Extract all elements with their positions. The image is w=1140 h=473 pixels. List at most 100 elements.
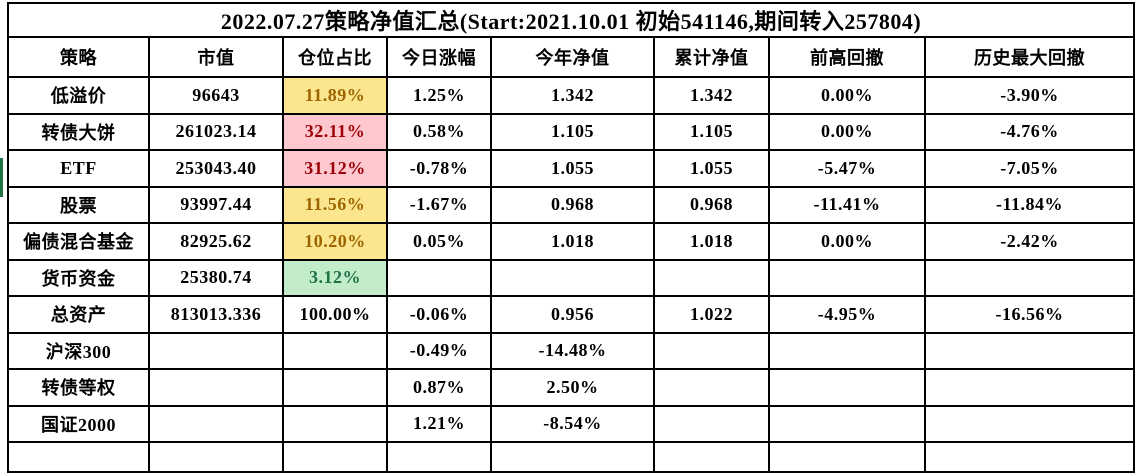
cell-drawdown-from-high[interactable]: -5.47% bbox=[768, 149, 926, 188]
header-market-value[interactable]: 市值 bbox=[148, 36, 284, 78]
cell-ytd-nav[interactable]: 0.956 bbox=[490, 295, 655, 334]
cell-drawdown-from-high[interactable]: 0.00% bbox=[768, 76, 926, 115]
cell-ytd-nav[interactable]: 1.018 bbox=[490, 222, 655, 261]
cell-ytd-nav[interactable]: 1.342 bbox=[490, 76, 655, 115]
cell-market-value[interactable] bbox=[148, 441, 284, 473]
cell-max-drawdown[interactable]: -2.42% bbox=[923, 222, 1136, 261]
cell-position-pct[interactable]: 32.11% bbox=[282, 112, 388, 151]
header-strategy[interactable]: 策略 bbox=[7, 36, 150, 78]
cell-market-value[interactable]: 253043.40 bbox=[148, 149, 284, 188]
cell-ytd-nav[interactable]: 2.50% bbox=[490, 368, 655, 407]
header-ytd-nav[interactable]: 今年净值 bbox=[490, 36, 655, 78]
header-drawdown-from-high[interactable]: 前高回撤 bbox=[768, 36, 926, 78]
cell-max-drawdown[interactable]: -11.84% bbox=[923, 185, 1136, 224]
cell-position-pct[interactable]: 11.89% bbox=[282, 76, 388, 115]
cell-max-drawdown[interactable]: -7.05% bbox=[923, 149, 1136, 188]
cell-drawdown-from-high[interactable]: 0.00% bbox=[768, 112, 926, 151]
cell-drawdown-from-high[interactable] bbox=[768, 258, 926, 297]
cell-ytd-nav[interactable]: 1.105 bbox=[490, 112, 655, 151]
cell-market-value[interactable] bbox=[148, 404, 284, 443]
cell-today-change[interactable]: -0.78% bbox=[386, 149, 492, 188]
cell-strategy[interactable]: 偏债混合基金 bbox=[7, 222, 150, 261]
cell-max-drawdown[interactable]: -16.56% bbox=[923, 295, 1136, 334]
cell-market-value[interactable]: 813013.336 bbox=[148, 295, 284, 334]
cell-ytd-nav[interactable]: 0.968 bbox=[490, 185, 655, 224]
cell-today-change[interactable]: 1.25% bbox=[386, 76, 492, 115]
cell-position-pct[interactable]: 100.00% bbox=[282, 295, 388, 334]
cell-strategy[interactable]: 总资产 bbox=[7, 295, 150, 334]
cell-today-change[interactable]: 0.87% bbox=[386, 368, 492, 407]
cell-position-pct[interactable] bbox=[282, 368, 388, 407]
cell-position-pct[interactable]: 31.12% bbox=[282, 149, 388, 188]
cell-strategy[interactable]: 低溢价 bbox=[7, 76, 150, 115]
cell-drawdown-from-high[interactable]: -4.95% bbox=[768, 295, 926, 334]
cell-cum-nav[interactable]: 1.055 bbox=[653, 149, 770, 188]
cell-cum-nav[interactable]: 0.968 bbox=[653, 185, 770, 224]
table-row-cni2000: 国证2000 1.21% -8.54% bbox=[7, 404, 1136, 443]
cell-cum-nav[interactable] bbox=[653, 331, 770, 370]
cell-drawdown-from-high[interactable] bbox=[768, 404, 926, 443]
cell-ytd-nav[interactable] bbox=[490, 441, 655, 473]
cell-max-drawdown[interactable] bbox=[923, 368, 1136, 407]
cell-strategy[interactable]: 国证2000 bbox=[7, 404, 150, 443]
strategy-nav-table: 2022.07.27策略净值汇总(Start:2021.10.01 初始5411… bbox=[6, 2, 1136, 473]
cell-drawdown-from-high[interactable] bbox=[768, 368, 926, 407]
cell-max-drawdown[interactable] bbox=[923, 258, 1136, 297]
cell-strategy[interactable] bbox=[7, 441, 150, 473]
cell-ytd-nav[interactable] bbox=[490, 258, 655, 297]
cell-ytd-nav[interactable]: -8.54% bbox=[490, 404, 655, 443]
header-today-change[interactable]: 今日涨幅 bbox=[386, 36, 492, 78]
cell-position-pct[interactable] bbox=[282, 441, 388, 473]
cell-market-value[interactable] bbox=[148, 368, 284, 407]
cell-max-drawdown[interactable]: -3.90% bbox=[923, 76, 1136, 115]
cell-strategy[interactable]: 股票 bbox=[7, 185, 150, 224]
cell-strategy[interactable]: 沪深300 bbox=[7, 331, 150, 370]
cell-cum-nav[interactable] bbox=[653, 441, 770, 473]
cell-max-drawdown[interactable] bbox=[923, 404, 1136, 443]
header-max-drawdown[interactable]: 历史最大回撤 bbox=[923, 36, 1136, 78]
cell-today-change[interactable] bbox=[386, 441, 492, 473]
cell-market-value[interactable]: 25380.74 bbox=[148, 258, 284, 297]
cell-today-change[interactable] bbox=[386, 258, 492, 297]
cell-market-value[interactable]: 82925.62 bbox=[148, 222, 284, 261]
cell-market-value[interactable] bbox=[148, 331, 284, 370]
cell-today-change[interactable]: 1.21% bbox=[386, 404, 492, 443]
cell-cum-nav[interactable]: 1.018 bbox=[653, 222, 770, 261]
cell-cum-nav[interactable]: 1.022 bbox=[653, 295, 770, 334]
cell-drawdown-from-high[interactable] bbox=[768, 331, 926, 370]
cell-max-drawdown[interactable]: -4.76% bbox=[923, 112, 1136, 151]
table-header-row: 策略 市值 仓位占比 今日涨幅 今年净值 累计净值 前高回撤 历史最大回撤 bbox=[7, 36, 1136, 78]
cell-today-change[interactable]: 0.58% bbox=[386, 112, 492, 151]
cell-ytd-nav[interactable]: 1.055 bbox=[490, 149, 655, 188]
cell-market-value[interactable]: 261023.14 bbox=[148, 112, 284, 151]
cell-cum-nav[interactable]: 1.105 bbox=[653, 112, 770, 151]
cell-strategy[interactable]: 转债大饼 bbox=[7, 112, 150, 151]
header-position-pct[interactable]: 仓位占比 bbox=[282, 36, 388, 78]
cell-drawdown-from-high[interactable] bbox=[768, 441, 926, 473]
cell-cum-nav[interactable] bbox=[653, 258, 770, 297]
cell-today-change[interactable]: -0.49% bbox=[386, 331, 492, 370]
cell-market-value[interactable]: 93997.44 bbox=[148, 185, 284, 224]
cell-max-drawdown[interactable] bbox=[923, 441, 1136, 473]
header-cum-nav[interactable]: 累计净值 bbox=[653, 36, 770, 78]
cell-market-value[interactable]: 96643 bbox=[148, 76, 284, 115]
cell-strategy[interactable]: 转债等权 bbox=[7, 368, 150, 407]
cell-cum-nav[interactable] bbox=[653, 368, 770, 407]
cell-drawdown-from-high[interactable]: -11.41% bbox=[768, 185, 926, 224]
cell-position-pct[interactable]: 3.12% bbox=[282, 258, 388, 297]
cell-strategy[interactable]: 货币资金 bbox=[7, 258, 150, 297]
cell-drawdown-from-high[interactable]: 0.00% bbox=[768, 222, 926, 261]
cell-strategy[interactable]: ETF bbox=[7, 149, 150, 188]
table-row-bond-hybrid-fund: 偏债混合基金 82925.62 10.20% 0.05% 1.018 1.018… bbox=[7, 222, 1136, 261]
cell-ytd-nav[interactable]: -14.48% bbox=[490, 331, 655, 370]
cell-position-pct[interactable] bbox=[282, 404, 388, 443]
cell-today-change[interactable]: 0.05% bbox=[386, 222, 492, 261]
cell-cum-nav[interactable]: 1.342 bbox=[653, 76, 770, 115]
cell-position-pct[interactable] bbox=[282, 331, 388, 370]
cell-position-pct[interactable]: 11.56% bbox=[282, 185, 388, 224]
cell-max-drawdown[interactable] bbox=[923, 331, 1136, 370]
cell-today-change[interactable]: -0.06% bbox=[386, 295, 492, 334]
cell-cum-nav[interactable] bbox=[653, 404, 770, 443]
cell-position-pct[interactable]: 10.20% bbox=[282, 222, 388, 261]
cell-today-change[interactable]: -1.67% bbox=[386, 185, 492, 224]
